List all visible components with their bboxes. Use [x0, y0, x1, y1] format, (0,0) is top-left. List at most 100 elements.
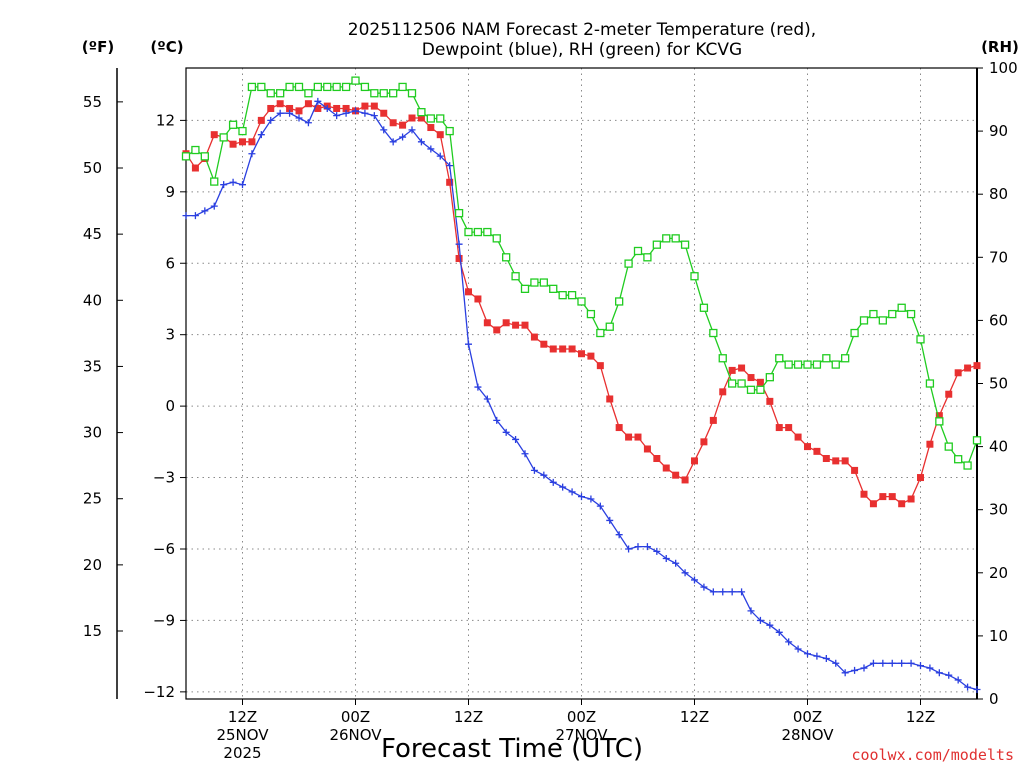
celsius-unit-label: (ºC)	[150, 38, 183, 56]
dewpoint-point	[474, 383, 482, 391]
fahrenheit-unit-label: (ºF)	[82, 38, 114, 56]
dewpoint-point	[643, 543, 651, 551]
dewpoint-point	[653, 547, 661, 555]
dewpoint-point	[596, 502, 604, 510]
temperature-point	[879, 493, 887, 501]
series-markers-dewpoint	[182, 97, 981, 693]
temperature-point	[587, 352, 595, 360]
temperature-point	[747, 374, 755, 382]
temperature-point	[634, 433, 642, 441]
dewpoint-point	[248, 150, 256, 158]
dewpoint-point	[662, 555, 670, 563]
dewpoint-point	[606, 516, 614, 524]
rh-point	[690, 272, 699, 281]
rh-point	[539, 278, 548, 287]
temperature-point	[286, 104, 294, 112]
dewpoint-point	[672, 559, 680, 567]
temperature-point	[860, 490, 868, 498]
dewpoint-point	[785, 638, 793, 646]
x-tick-label: 2025	[223, 744, 261, 762]
rh-point	[831, 360, 840, 369]
dewpoint-point	[446, 162, 454, 170]
temperature-point	[248, 138, 256, 146]
rh-tick-label: 20	[989, 564, 1008, 582]
rh-point	[191, 145, 200, 155]
rh-point	[596, 328, 605, 338]
dewpoint-point	[512, 435, 520, 443]
temperature-point	[766, 397, 774, 405]
rh-tick-label: 30	[989, 501, 1008, 519]
temperature-point	[540, 340, 548, 348]
dewpoint-point	[295, 114, 303, 122]
celsius-tick-label: 6	[165, 254, 175, 272]
rh-point	[398, 82, 407, 92]
rh-point	[822, 354, 831, 363]
dewpoint-point	[191, 212, 199, 220]
temperature-point	[370, 102, 378, 110]
rh-point	[888, 309, 897, 319]
temperature-point	[596, 362, 604, 370]
dewpoint-point	[389, 138, 397, 146]
dewpoint-point	[634, 543, 642, 551]
rh-tick-label: 70	[989, 248, 1008, 266]
dewpoint-point	[333, 112, 341, 120]
temperature-point	[342, 104, 350, 112]
grid-lines	[186, 68, 977, 699]
rh-point	[407, 89, 417, 98]
rh-point	[954, 455, 963, 464]
dewpoint-point	[691, 576, 698, 584]
temperature-point	[954, 369, 962, 377]
celsius-tick-label: −9	[153, 611, 175, 629]
temperature-point	[813, 447, 821, 455]
temperature-point	[804, 443, 811, 451]
fahrenheit-tick-label: 45	[83, 225, 102, 243]
fahrenheit-tick-label: 40	[83, 291, 102, 309]
fahrenheit-tick-label: 25	[83, 490, 102, 508]
dewpoint-point	[898, 659, 906, 667]
series-markers-rh	[181, 76, 982, 470]
rh-point	[784, 360, 793, 369]
rh-tick-label: 0	[989, 690, 999, 708]
rh-tick-label: 90	[989, 122, 1008, 140]
rh-point	[370, 89, 379, 98]
series-layer	[181, 76, 982, 693]
dewpoint-point	[304, 119, 312, 127]
x-tick-label: 12Z	[228, 708, 257, 726]
temperature-point	[691, 457, 698, 465]
dewpoint-point	[973, 685, 981, 693]
temperature-point	[964, 364, 972, 372]
celsius-tick-label: 12	[156, 111, 175, 129]
temperature-point	[606, 395, 614, 403]
temperature-point	[738, 364, 746, 372]
temperature-point	[333, 104, 341, 112]
rh-point	[304, 89, 313, 98]
x-tick-label: 00Z	[567, 708, 596, 726]
rh-point	[972, 436, 982, 445]
rh-point	[812, 360, 822, 369]
temperature-point	[436, 131, 444, 139]
dewpoint-point	[625, 545, 633, 553]
dewpoint-point	[851, 666, 859, 674]
rh-point	[793, 360, 803, 369]
temperature-point	[775, 424, 783, 432]
temperature-point	[822, 455, 830, 463]
rh-point	[652, 240, 661, 249]
temperature-point	[191, 164, 199, 172]
temperature-point	[465, 288, 472, 296]
temperature-point	[672, 471, 680, 479]
dewpoint-point	[559, 483, 567, 491]
rh-point	[699, 303, 709, 312]
rh-point	[935, 417, 944, 426]
dewpoint-point	[549, 478, 557, 486]
fahrenheit-tick-label: 50	[83, 159, 102, 177]
rh-point	[643, 253, 652, 262]
temperature-point	[380, 109, 388, 117]
temperature-point	[841, 457, 849, 465]
temperature-point	[653, 455, 661, 463]
temperature-point	[408, 114, 416, 122]
dewpoint-point	[267, 116, 275, 124]
rh-point	[219, 133, 228, 142]
rh-point	[633, 246, 643, 256]
rh-point	[963, 461, 972, 470]
